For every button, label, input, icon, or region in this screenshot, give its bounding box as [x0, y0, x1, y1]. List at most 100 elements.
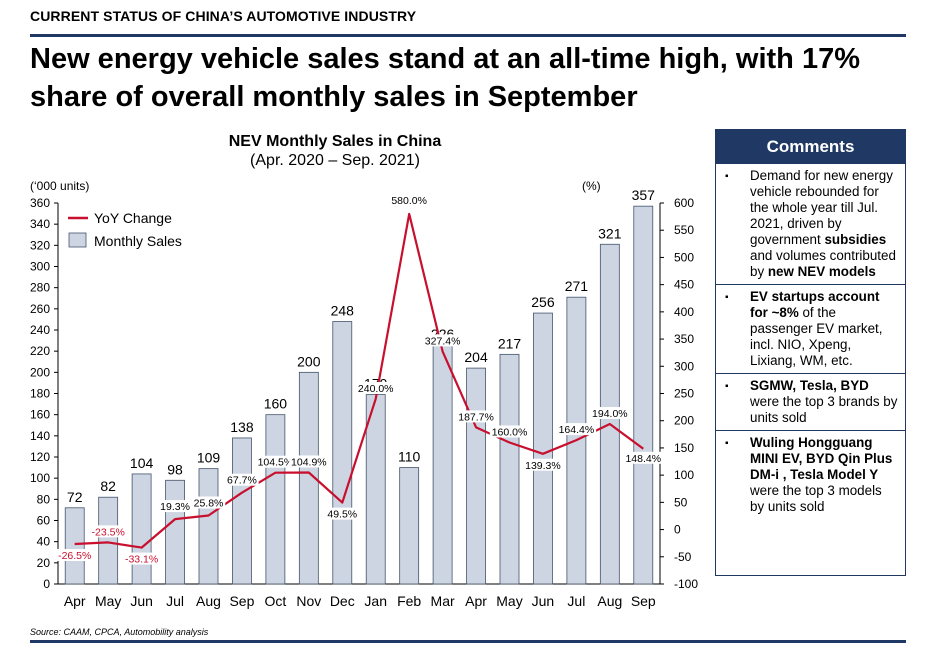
right-axis-tick-label: -50	[674, 550, 692, 564]
yoy-label-bg	[191, 496, 226, 509]
yoy-data-label: 148.4%	[625, 453, 661, 465]
yoy-label-bg	[255, 455, 296, 468]
sales-bar	[232, 437, 252, 585]
top-rule	[30, 34, 906, 37]
left-axis-tick-label: 140	[30, 429, 50, 443]
left-axis-tick-label: 340	[30, 217, 50, 231]
x-tick-label: Jun	[532, 593, 555, 609]
right-axis-tick-label: -100	[674, 577, 698, 591]
legend-bar-label: Monthly Sales	[94, 233, 182, 249]
sales-bar-label: 256	[531, 294, 555, 310]
yoy-label-bg	[88, 525, 128, 538]
yoy-data-label: 164.4%	[559, 424, 595, 436]
left-axis-unit: (‘000 units)	[30, 179, 89, 193]
yoy-data-label: 327.4%	[425, 335, 461, 347]
yoy-label-bg	[456, 410, 496, 423]
left-axis-tick-label: 100	[30, 471, 50, 485]
x-tick-label: May	[496, 593, 522, 609]
yoy-data-label: 49.5%	[327, 509, 357, 521]
right-axis-unit: (%)	[582, 179, 601, 193]
yoy-label-bg	[356, 381, 396, 394]
x-tick-label: May	[95, 593, 121, 609]
yoy-data-label: -26.5%	[58, 550, 91, 562]
yoy-label-bg	[158, 500, 192, 513]
comments-list: ▪ Demand for new energy vehicle rebounded…	[716, 164, 905, 519]
x-tick-label: Apr	[465, 593, 487, 609]
right-axis-tick-label: 0	[674, 523, 681, 537]
source-note: Source: CAAM, CPCA, Automobility analysi…	[30, 627, 209, 637]
bullet-icon: ▪	[725, 171, 729, 182]
comment-text: and volumes contributed by	[750, 248, 896, 279]
yoy-data-label: -33.1%	[125, 554, 158, 566]
right-axis-tick-label: 450	[674, 278, 694, 292]
yoy-data-label: 104.9%	[291, 456, 327, 468]
left-axis-tick-label: 80	[37, 492, 51, 506]
x-tick-label: Jul	[567, 593, 585, 609]
yoy-label-bg	[489, 425, 530, 438]
x-tick-label: Jun	[130, 593, 153, 609]
sales-bar	[265, 414, 286, 585]
comment-item: ▪ EV startups account for ~8% of the pass…	[716, 285, 905, 374]
comment-text: were the top 3 brands by units sold	[750, 394, 898, 425]
sales-bar-label: 204	[464, 349, 488, 365]
sales-bar-label: 82	[100, 478, 116, 494]
left-axis-tick-label: 0	[43, 577, 50, 591]
yoy-label-bg	[556, 423, 597, 436]
left-axis-tick-label: 200	[30, 365, 50, 379]
comment-text: Demand for new energy vehicle rebounded …	[750, 168, 893, 247]
yoy-line	[74, 212, 644, 549]
comment-text-bold: new NEV models	[767, 264, 876, 279]
right-axis-tick-label: 550	[674, 223, 694, 237]
x-tick-label: Jul	[166, 593, 184, 609]
bullet-icon: ▪	[725, 292, 729, 303]
sales-bar-label: 98	[167, 461, 183, 477]
comment-item: ▪ SGMW, Tesla, BYD were the top 3 brands …	[716, 374, 905, 431]
sales-bar-label: 357	[632, 187, 656, 203]
x-tick-label: Sep	[229, 593, 254, 609]
sales-bar	[98, 496, 119, 585]
yoy-data-label: 104.5%	[258, 457, 294, 469]
comment-text-bold: SGMW, Tesla, BYD	[750, 378, 869, 393]
page-headline: New energy vehicle sales stand at an all…	[30, 43, 860, 113]
bullet-icon: ▪	[725, 381, 729, 392]
sales-bar	[298, 371, 319, 585]
sales-bar	[466, 367, 486, 585]
yoy-data-label: 25.8%	[194, 498, 224, 510]
x-tick-label: Dec	[330, 593, 355, 609]
sales-bar-label: 217	[498, 335, 522, 351]
comment-text: were the top 3 models by units sold	[750, 483, 882, 514]
right-axis-tick-label: 350	[674, 332, 694, 346]
x-tick-label: Feb	[397, 593, 421, 609]
comment-text-bold: subsidies	[824, 232, 887, 247]
right-axis-tick-label: 50	[674, 495, 688, 509]
left-axis-tick-label: 320	[30, 238, 50, 252]
comments-title: Comments	[716, 130, 905, 164]
comments-panel: Comments ▪ Demand for new energy vehicle …	[715, 129, 906, 576]
right-axis-tick-label: 150	[674, 441, 694, 455]
yoy-data-label: 67.7%	[227, 475, 257, 487]
sales-bar	[64, 507, 85, 585]
left-axis-tick-label: 180	[30, 387, 50, 401]
x-tick-label: Mar	[431, 593, 455, 609]
left-axis-tick-label: 160	[30, 408, 50, 422]
left-axis-tick-label: 260	[30, 302, 50, 316]
right-axis-tick-label: 300	[674, 359, 694, 373]
sales-bar	[332, 321, 353, 585]
yoy-label-bg	[225, 473, 259, 486]
x-tick-label: Apr	[64, 593, 86, 609]
sales-bar	[165, 479, 185, 585]
sales-bar-label: 200	[297, 353, 321, 369]
chart-title: NEV Monthly Sales in China	[228, 133, 442, 150]
sales-bar	[533, 312, 553, 585]
x-tick-label: Jan	[364, 593, 387, 609]
right-axis-tick-label: 100	[674, 468, 694, 482]
yoy-label-bg	[121, 552, 162, 565]
comment-item: ▪ Wuling Hongguang MINI EV, BYD Qin Plus …	[716, 431, 905, 519]
right-axis-tick-label: 200	[674, 414, 694, 428]
yoy-data-label: 240.0%	[358, 383, 394, 395]
yoy-label-bg	[325, 507, 360, 520]
x-tick-label: Oct	[264, 593, 286, 609]
comment-item: ▪ Demand for new energy vehicle rebounded…	[716, 164, 905, 285]
comment-text-bold: EV startups account for ~8%	[750, 289, 880, 320]
right-axis-tick-label: 400	[674, 305, 694, 319]
